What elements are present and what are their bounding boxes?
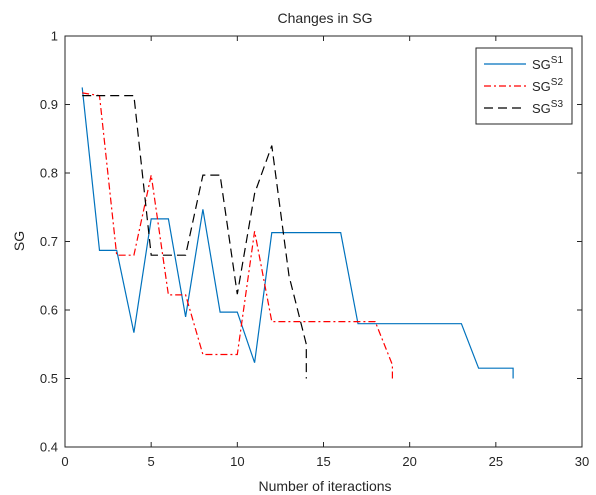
x-tick-label: 10 [230,454,244,469]
y-tick-label: 0.9 [40,97,58,112]
x-tick-label: 20 [402,454,416,469]
x-tick-label: 15 [316,454,330,469]
x-tick-label: 5 [148,454,155,469]
x-tick-label: 30 [575,454,589,469]
chart-title: Changes in SG [278,10,373,26]
y-axis-label: SG [11,231,27,251]
y-tick-label: 0.5 [40,371,58,386]
x-tick-label: 0 [61,454,68,469]
y-tick-label: 0.7 [40,234,58,249]
plot-area: 0 5 10 15 20 25 30 0.4 0.5 0.6 0.7 0.8 0.9 1 SGS1 SGS2 S… [40,29,589,470]
legend-label-s3: SGS3 [532,99,563,116]
y-tick-label: 0.6 [40,303,58,318]
y-tick-label: 0.4 [40,440,58,455]
series-line-s3 [82,94,307,379]
legend-label-s1: SGS1 [532,55,563,72]
y-tick-label: 1 [51,29,58,44]
legend-label-s2: SGS2 [532,77,563,94]
y-tick-label: 0.8 [40,166,58,181]
x-axis-label: Number of iteractions [258,478,391,494]
series-line-s2 [82,92,393,379]
x-tick-label: 25 [489,454,503,469]
